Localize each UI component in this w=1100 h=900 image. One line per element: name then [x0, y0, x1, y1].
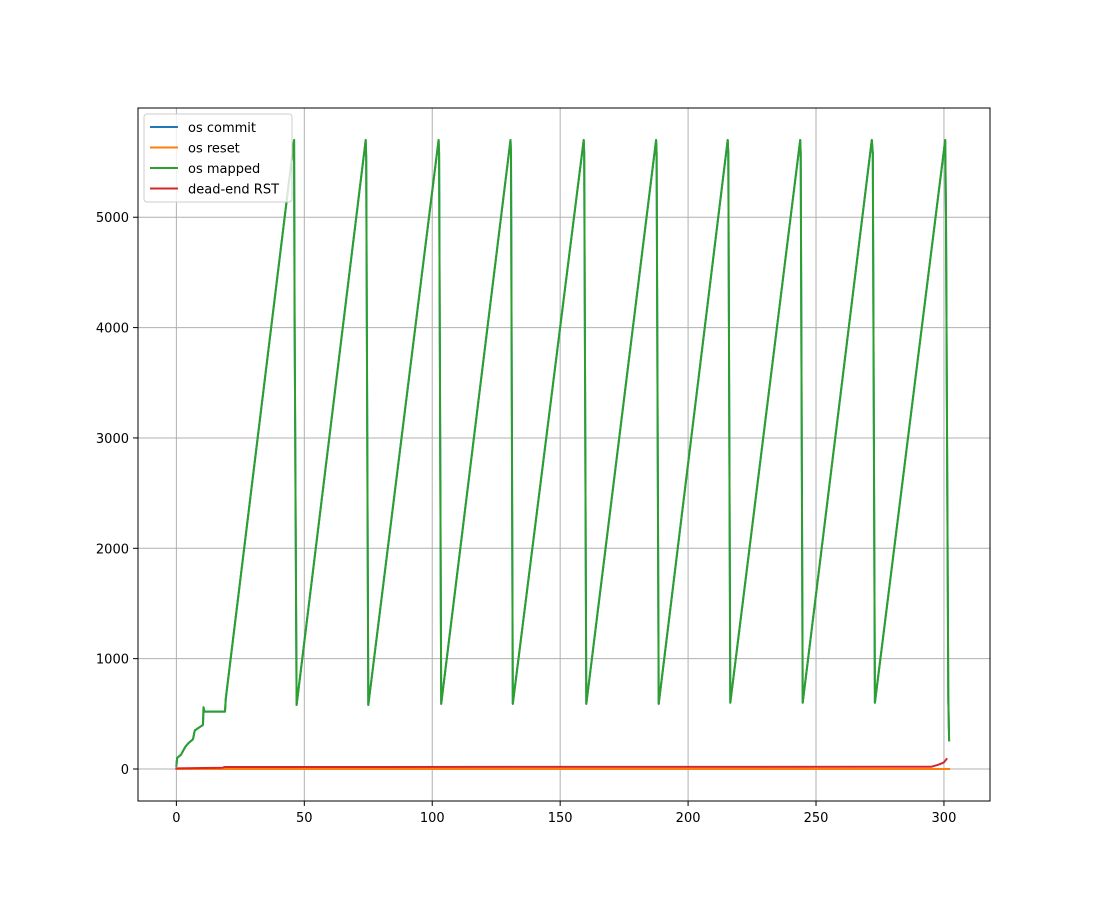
x-tick-label: 50 — [296, 811, 313, 826]
y-tick-label: 2000 — [96, 542, 129, 557]
legend-label: dead-end RST — [188, 183, 279, 198]
legend: os commit os reset os mapped dead-end RST — [143, 113, 293, 203]
series-lines — [175, 139, 951, 770]
y-tick-label: 0 — [121, 763, 129, 778]
y-tick-label: 5000 — [96, 211, 129, 226]
legend-label: os commit — [188, 121, 256, 136]
legend-frame — [143, 113, 293, 203]
x-tick-label: 150 — [548, 811, 573, 826]
y-tick-label: 3000 — [96, 432, 129, 447]
y-tick-label: 1000 — [96, 653, 129, 668]
series-line-dead-end-rst — [175, 757, 948, 770]
x-tick-label: 300 — [932, 811, 957, 826]
x-tick-label: 100 — [420, 811, 445, 826]
legend-label: os mapped — [188, 162, 260, 177]
plot-area — [138, 108, 990, 801]
x-tick-label: 0 — [172, 811, 180, 826]
x-tick-label: 200 — [676, 811, 701, 826]
x-tick-label: 250 — [804, 811, 829, 826]
y-tick-label: 4000 — [96, 322, 129, 337]
legend-label: os reset — [188, 142, 240, 157]
series-line-os-mapped — [175, 139, 951, 767]
axes-frame — [137, 107, 991, 802]
